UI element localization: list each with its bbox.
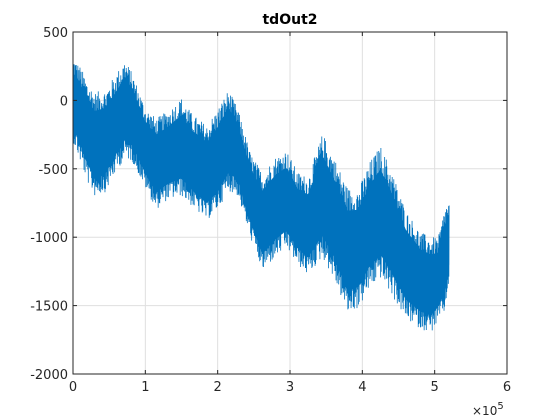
x-tick-label: 0: [69, 380, 77, 395]
series-layer: [72, 63, 450, 331]
x-exponent-label: ×105: [472, 401, 504, 418]
ticks: [72, 31, 508, 375]
y-tick-labels: 500 0 -500 -1000 -1500 -2000: [30, 26, 68, 383]
x-tick-labels: 0 1 2 3 4 5 6: [69, 380, 511, 395]
x-tick-label: 6: [503, 380, 511, 395]
x-tick-label: 4: [358, 380, 366, 395]
x-tick-label: 2: [214, 380, 222, 395]
x-exponent-power: 5: [497, 401, 503, 412]
y-tick-label: -1000: [30, 231, 68, 246]
y-tick-label: 500: [43, 26, 68, 41]
y-tick-label: -2000: [30, 368, 68, 383]
y-tick-label: -1500: [30, 300, 68, 315]
x-exponent-base: ×10: [472, 404, 497, 418]
y-tick-label: -500: [38, 163, 68, 178]
x-tick-label: 5: [431, 380, 439, 395]
x-tick-label: 1: [141, 380, 149, 395]
series-band-tdOut2: [73, 71, 450, 316]
x-tick-label: 3: [286, 380, 294, 395]
y-tick-label: 0: [60, 94, 68, 109]
chart-title: tdOut2: [262, 12, 317, 28]
